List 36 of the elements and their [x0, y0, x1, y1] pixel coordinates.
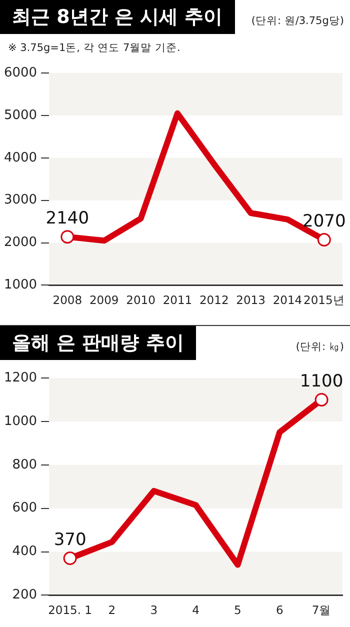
chart-title: 최근 8년간 은 시세 추이	[0, 0, 235, 34]
y-tick-label: 600	[12, 500, 38, 516]
chart-title: 올해 은 판매량 추이	[0, 326, 196, 360]
data-label: 1100	[300, 372, 344, 392]
text: (단위: ㎏)	[296, 340, 345, 354]
y-tick-label: 3000	[4, 192, 38, 208]
x-tick-label: 4	[192, 603, 200, 618]
x-tick-label: 2012	[199, 293, 229, 308]
x-tick-label: 2015. 1	[48, 603, 92, 618]
data-label: 370	[54, 530, 86, 550]
x-tick-label: 2009	[89, 293, 119, 308]
text: ※ 3.75g=1돈, 각 연도 7월말 기준.	[8, 41, 182, 55]
y-tick-label: 4000	[4, 150, 38, 166]
x-tick-label: 3	[150, 603, 158, 618]
x-tick-label: 7월	[312, 603, 332, 618]
y-tick-label: 200	[12, 588, 38, 603]
x-tick-label: 2008	[52, 293, 82, 308]
text: (단위: 원/3.75g당)	[251, 14, 345, 28]
y-tick-label: 5000	[4, 108, 38, 123]
x-tick-label: 2014	[272, 293, 302, 308]
y-tick-label: 1200	[4, 370, 38, 386]
y-tick-label: 2000	[4, 235, 38, 250]
y-tick-label: 1000	[4, 278, 38, 293]
y-tick-label: 6000	[4, 65, 38, 80]
x-tick-label: 5	[234, 603, 242, 618]
data-label: 2070	[302, 212, 346, 232]
x-tick-label: 2	[108, 603, 116, 618]
y-tick-label: 800	[12, 457, 38, 472]
data-label: 2140	[46, 208, 90, 229]
y-tick-label: 1000	[4, 414, 38, 429]
x-tick-label: 2010	[126, 293, 156, 308]
y-tick-label: 400	[12, 544, 38, 560]
x-tick-label: 2013	[236, 293, 266, 308]
x-tick-label: 2011	[162, 293, 192, 308]
x-tick-label: 6	[276, 603, 284, 618]
x-tick-label: 2015년	[304, 293, 345, 308]
